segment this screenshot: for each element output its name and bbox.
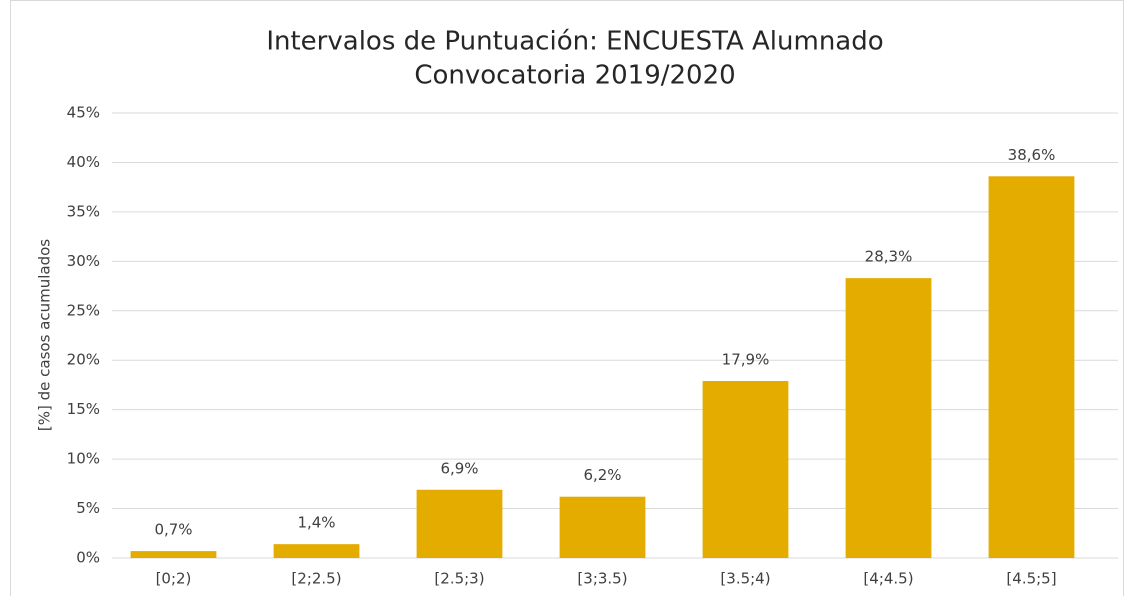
data-label: 0,7% <box>154 521 192 539</box>
data-label: 17,9% <box>722 350 770 368</box>
bar <box>273 544 360 558</box>
y-tick-label: 10% <box>67 450 100 468</box>
y-tick-label: 25% <box>67 301 100 319</box>
bar <box>559 496 646 558</box>
x-tick-label: [4.5;5] <box>1006 570 1056 588</box>
x-tick-label: [0;2) <box>156 570 192 588</box>
data-label: 6,2% <box>583 466 621 484</box>
chart-title: Convocatoria 2019/2020 <box>414 61 735 91</box>
y-tick-label: 15% <box>67 400 100 418</box>
bar <box>702 380 789 558</box>
y-tick-label: 40% <box>67 153 100 171</box>
chart-title: Intervalos de Puntuación: ENCUESTA Alumn… <box>266 27 883 57</box>
bar <box>988 176 1075 559</box>
y-tick-label: 30% <box>67 252 100 270</box>
x-tick-label: [4;4.5) <box>863 570 913 588</box>
y-tick-label: 0% <box>76 549 100 567</box>
data-label: 28,3% <box>865 248 913 266</box>
x-tick-label: [3.5;4) <box>720 570 770 588</box>
data-label: 6,9% <box>440 459 478 477</box>
y-tick-label: 5% <box>76 499 100 517</box>
y-tick-label: 20% <box>67 351 100 369</box>
y-tick-label: 35% <box>67 202 100 220</box>
y-axis-label: [%] de casos acumulados <box>36 239 54 431</box>
y-tick-label: 45% <box>67 104 100 122</box>
bar <box>845 278 932 558</box>
data-label: 1,4% <box>297 514 335 532</box>
bar <box>130 551 217 558</box>
x-tick-label: [3;3.5) <box>577 570 627 588</box>
x-tick-label: [2;2.5) <box>291 570 341 588</box>
x-tick-label: [2.5;3) <box>434 570 484 588</box>
bar <box>416 489 503 558</box>
data-label: 38,6% <box>1008 146 1056 164</box>
